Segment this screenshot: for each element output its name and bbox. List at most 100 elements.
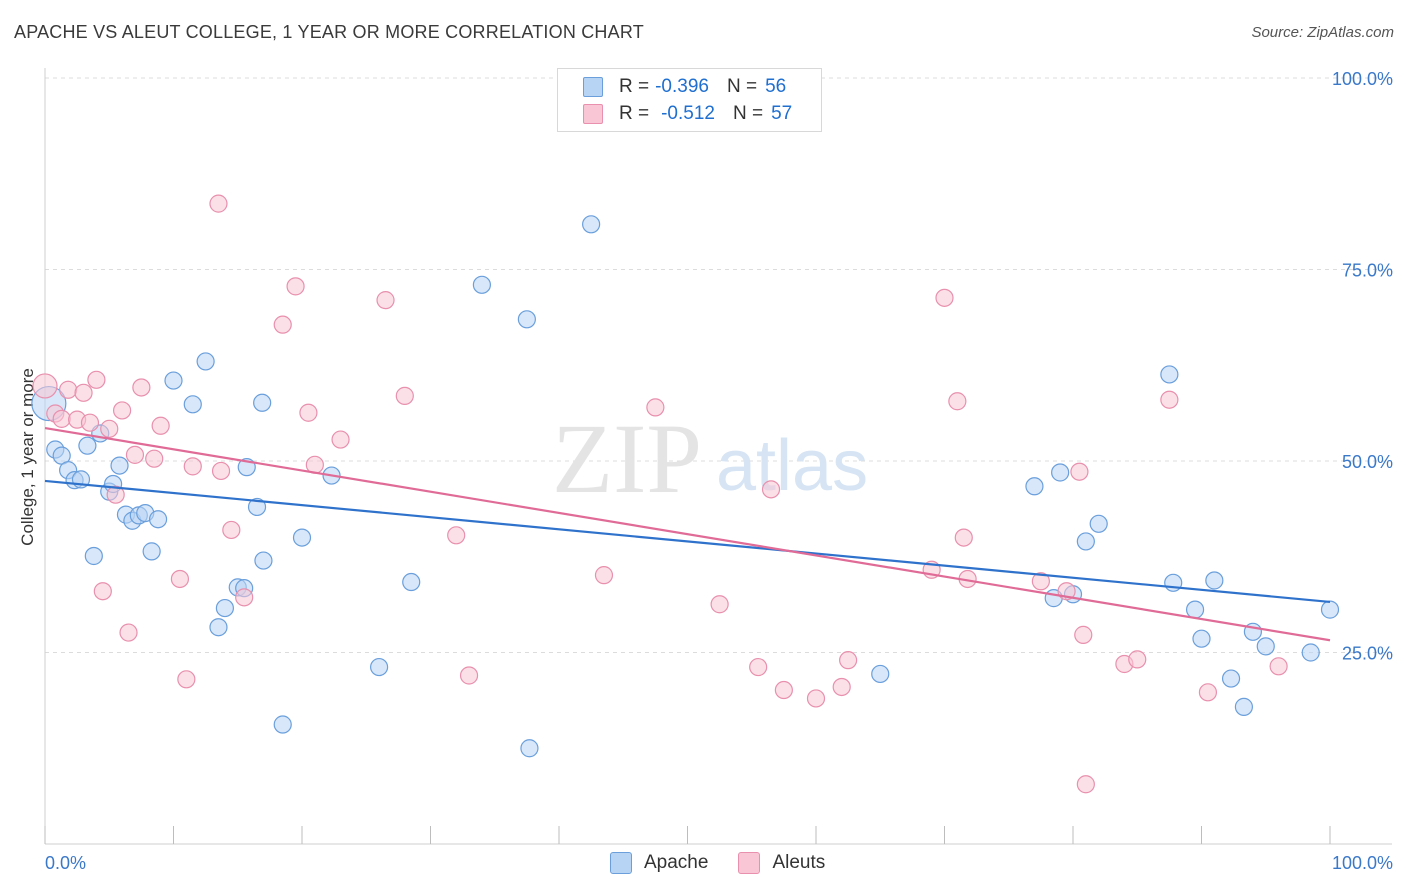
aleuts-point [774,680,793,700]
apache-point [1160,365,1179,384]
apache-point [1221,669,1241,688]
aleuts-point [1031,572,1050,591]
aleuts-swatch [583,104,603,124]
n-value: 56 [765,76,787,97]
apache-point [196,352,215,371]
apache-point [148,510,168,529]
aleuts-point [52,409,71,428]
apache-point [1301,643,1320,662]
apache-point [273,715,292,734]
x-tick-label: 0.0% [45,853,86,873]
legend-item-apache[interactable]: Apache [610,852,708,874]
stats-legend: R = -0.396 N = 56 R = -0.512 N = 57 [557,68,822,132]
trend-lines [44,426,1331,642]
aleuts-point [59,380,78,399]
apache-point [183,395,202,414]
y-tick-label: 50.0% [1342,452,1393,472]
y-tick-label: 75.0% [1342,261,1393,281]
aleuts-point [376,291,395,310]
aleuts-point [299,403,318,422]
n-label: N = [732,103,764,124]
aleuts-point [459,666,479,685]
apache-point [520,739,539,758]
aleuts-point [125,445,145,464]
apache-point [1185,600,1205,619]
watermark-zip: ZIP [552,403,702,514]
aleuts-point [273,315,292,334]
aleuts-point [447,526,466,545]
apache-point [1051,463,1070,482]
apache-point [1089,514,1108,533]
watermark: ZIP atlas [552,403,868,514]
apache-trend-line [44,479,1331,604]
series-legend: Apache Aleuts [610,852,855,874]
aleuts-point [132,378,151,397]
x-tick-label: 100.0% [1332,853,1393,873]
aleuts-point [100,419,119,438]
aleuts-point [183,457,202,476]
apache-point [1192,629,1211,648]
apache-swatch [583,77,603,97]
aleuts-point [1070,462,1089,481]
aleuts-point [1198,683,1218,702]
r-label: R = [619,76,650,97]
apache-point [472,275,491,294]
data-points [31,194,1340,794]
aleuts-point [235,588,254,607]
aleuts-point [1128,650,1147,669]
y-tick-label: 25.0% [1342,644,1393,664]
aleuts-point [1160,390,1179,409]
apache-point [1076,532,1095,551]
aleuts-point [1269,657,1288,676]
apache-point [582,215,601,234]
aleuts-point [87,370,106,389]
aleuts-point [170,569,190,589]
apache-point [84,546,103,566]
axes [44,68,1392,845]
apache-point [247,497,267,517]
aleuts-point [395,386,414,405]
aleuts-point [1074,625,1093,644]
apache-point [209,618,228,637]
apache-point [1256,637,1275,656]
apache-point [370,657,389,677]
aleuts-point [145,449,164,468]
aleuts-point [80,413,100,432]
aleuts-point [286,277,305,296]
apache-point [402,572,421,592]
aleuts-point [935,288,954,307]
tick-labels: 25.0% 50.0% 75.0% 100.0% 0.0% 100.0% [45,69,1393,873]
aleuts-point [211,461,231,481]
aleuts-point [710,595,729,614]
aleuts-point [74,383,93,402]
legend-item-aleuts[interactable]: Aleuts [738,852,825,874]
apache-point [215,598,234,618]
y-tick-label: 100.0% [1332,69,1393,89]
apache-point [1025,477,1044,496]
aleuts-point [106,485,125,504]
chart-title: APACHE VS ALEUT COLLEGE, 1 YEAR OR MORE … [14,22,644,42]
n-label: N = [726,76,758,97]
apache-point [1320,600,1340,619]
aleuts-point [93,582,112,601]
apache-point [254,551,273,570]
watermark-atlas: atlas [716,426,868,506]
apache-point [253,393,272,412]
r-value: -0.512 [661,103,715,124]
aleuts-point [948,392,967,411]
aleuts-trend-line [44,426,1331,642]
aleuts-swatch [738,852,761,874]
apache-point [871,664,890,684]
legend-row-apache: R = -0.396 N = 56 [583,76,786,98]
apache-point [110,456,129,475]
aleuts-point [646,398,665,417]
aleuts-point [761,480,781,499]
legend-label-apache: Apache [644,852,709,873]
apache-point [292,528,312,547]
aleuts-point [112,401,132,420]
aleuts-point [806,689,826,708]
legend-row-aleuts: R = -0.512 N = 57 [583,103,792,125]
apache-point [1205,571,1224,590]
r-label: R = [619,103,650,124]
aleuts-point [209,194,228,213]
